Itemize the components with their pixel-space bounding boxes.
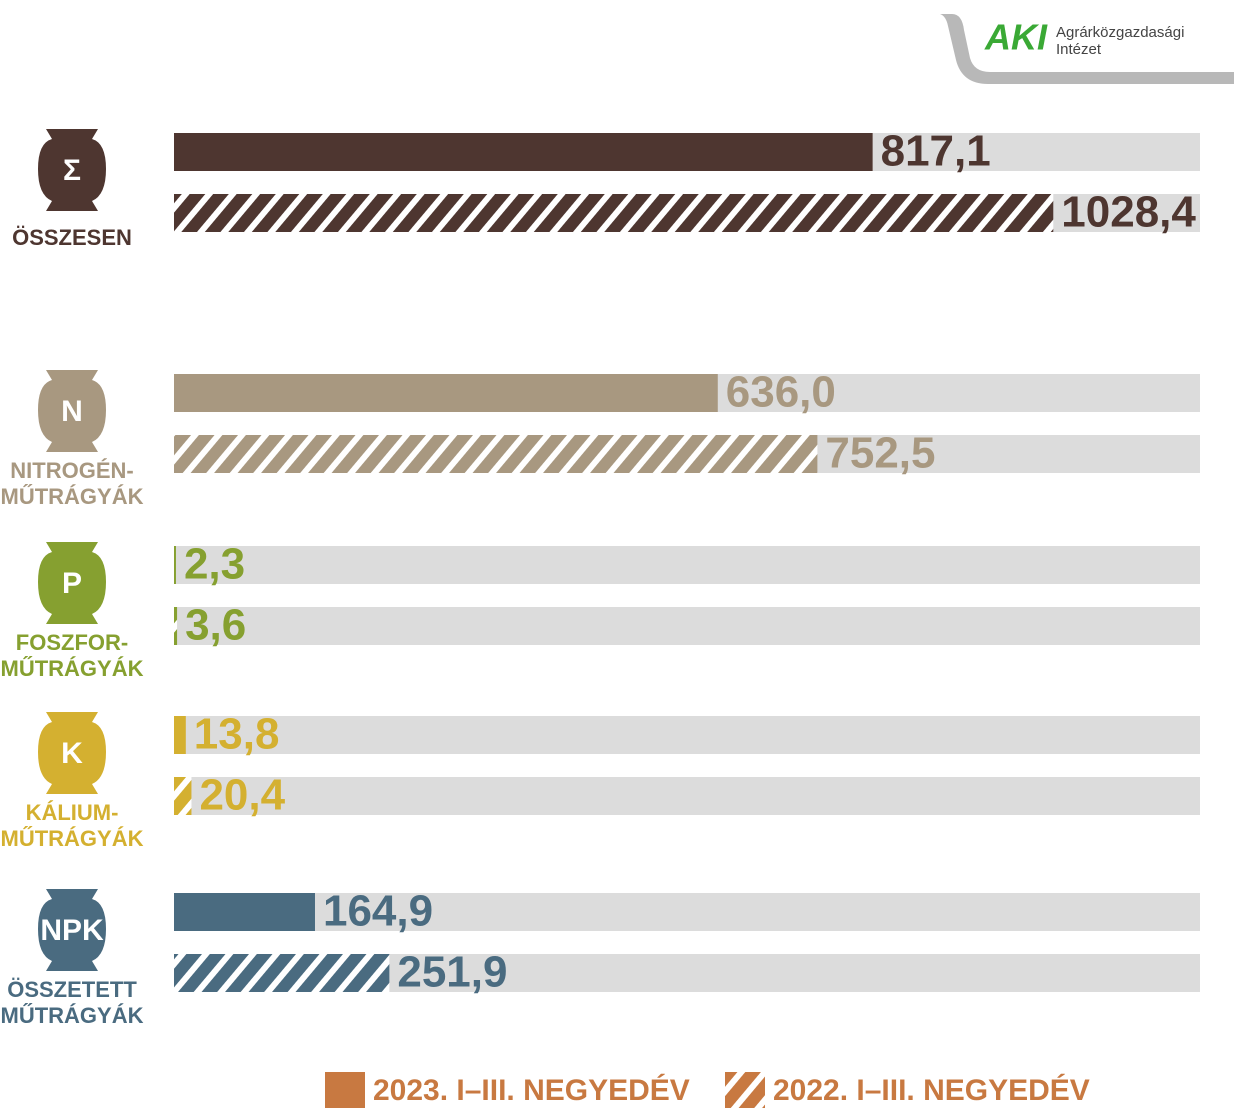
bar [174,435,818,473]
value-label: 752,5 [825,429,935,478]
logo-tab [940,14,1234,84]
value-label: 817,1 [881,127,991,176]
bar [174,546,176,584]
category-label: MŰTRÁGYÁK [1,656,144,681]
bar [174,374,718,412]
icon-letter: Σ [63,154,81,187]
value-label: 636,0 [726,368,836,417]
bar-track [174,716,1200,754]
value-label: 1028,4 [1061,188,1196,237]
bar-track [174,546,1200,584]
bar [174,194,1054,232]
legend-label: 2023. I–III. NEGYEDÉV [373,1073,690,1107]
icon-letter: P [62,567,82,600]
value-label: 2,3 [184,540,245,589]
sack-icon [38,542,106,624]
category-label: MŰTRÁGYÁK [1,484,144,509]
value-label: 251,9 [397,948,507,997]
logo: AKI Agrárközgazdasági Intézet [940,14,1234,84]
value-label: 13,8 [194,710,280,759]
category-label: ÖSSZESEN [12,225,132,250]
value-label: 164,9 [323,887,433,936]
bar [174,716,186,754]
sack-icon [38,712,106,794]
icon-letter: NPK [40,914,104,947]
legend-swatch [725,1072,765,1108]
legend-label: 2022. I–III. NEGYEDÉV [773,1073,1090,1107]
icon-letter: N [61,395,83,428]
logo-mark: AKI [984,17,1048,58]
category-label: NITROGÉN- [10,458,133,483]
category-label: FOSZFOR- [16,630,128,655]
sack-icon [38,370,106,452]
bar [174,607,178,645]
value-label: 20,4 [199,771,285,820]
logo-text: Agrárközgazdasági [1056,24,1184,41]
bar [174,133,873,171]
sack-icon [38,889,106,971]
bar [174,777,192,815]
category-label: MŰTRÁGYÁK [1,1003,144,1028]
logo-text: Intézet [1056,41,1102,58]
category-label: KÁLIUM- [26,800,119,825]
category-label: ÖSSZETETT [7,977,137,1002]
bar-track [174,893,1200,931]
icon-letter: K [61,737,83,770]
bar [174,954,390,992]
sack-icon [38,129,106,211]
bar [174,893,315,931]
value-label: 3,6 [185,601,246,650]
legend-swatch [325,1072,365,1108]
bar-track [174,607,1200,645]
bar-track [174,777,1200,815]
category-label: MŰTRÁGYÁK [1,826,144,851]
